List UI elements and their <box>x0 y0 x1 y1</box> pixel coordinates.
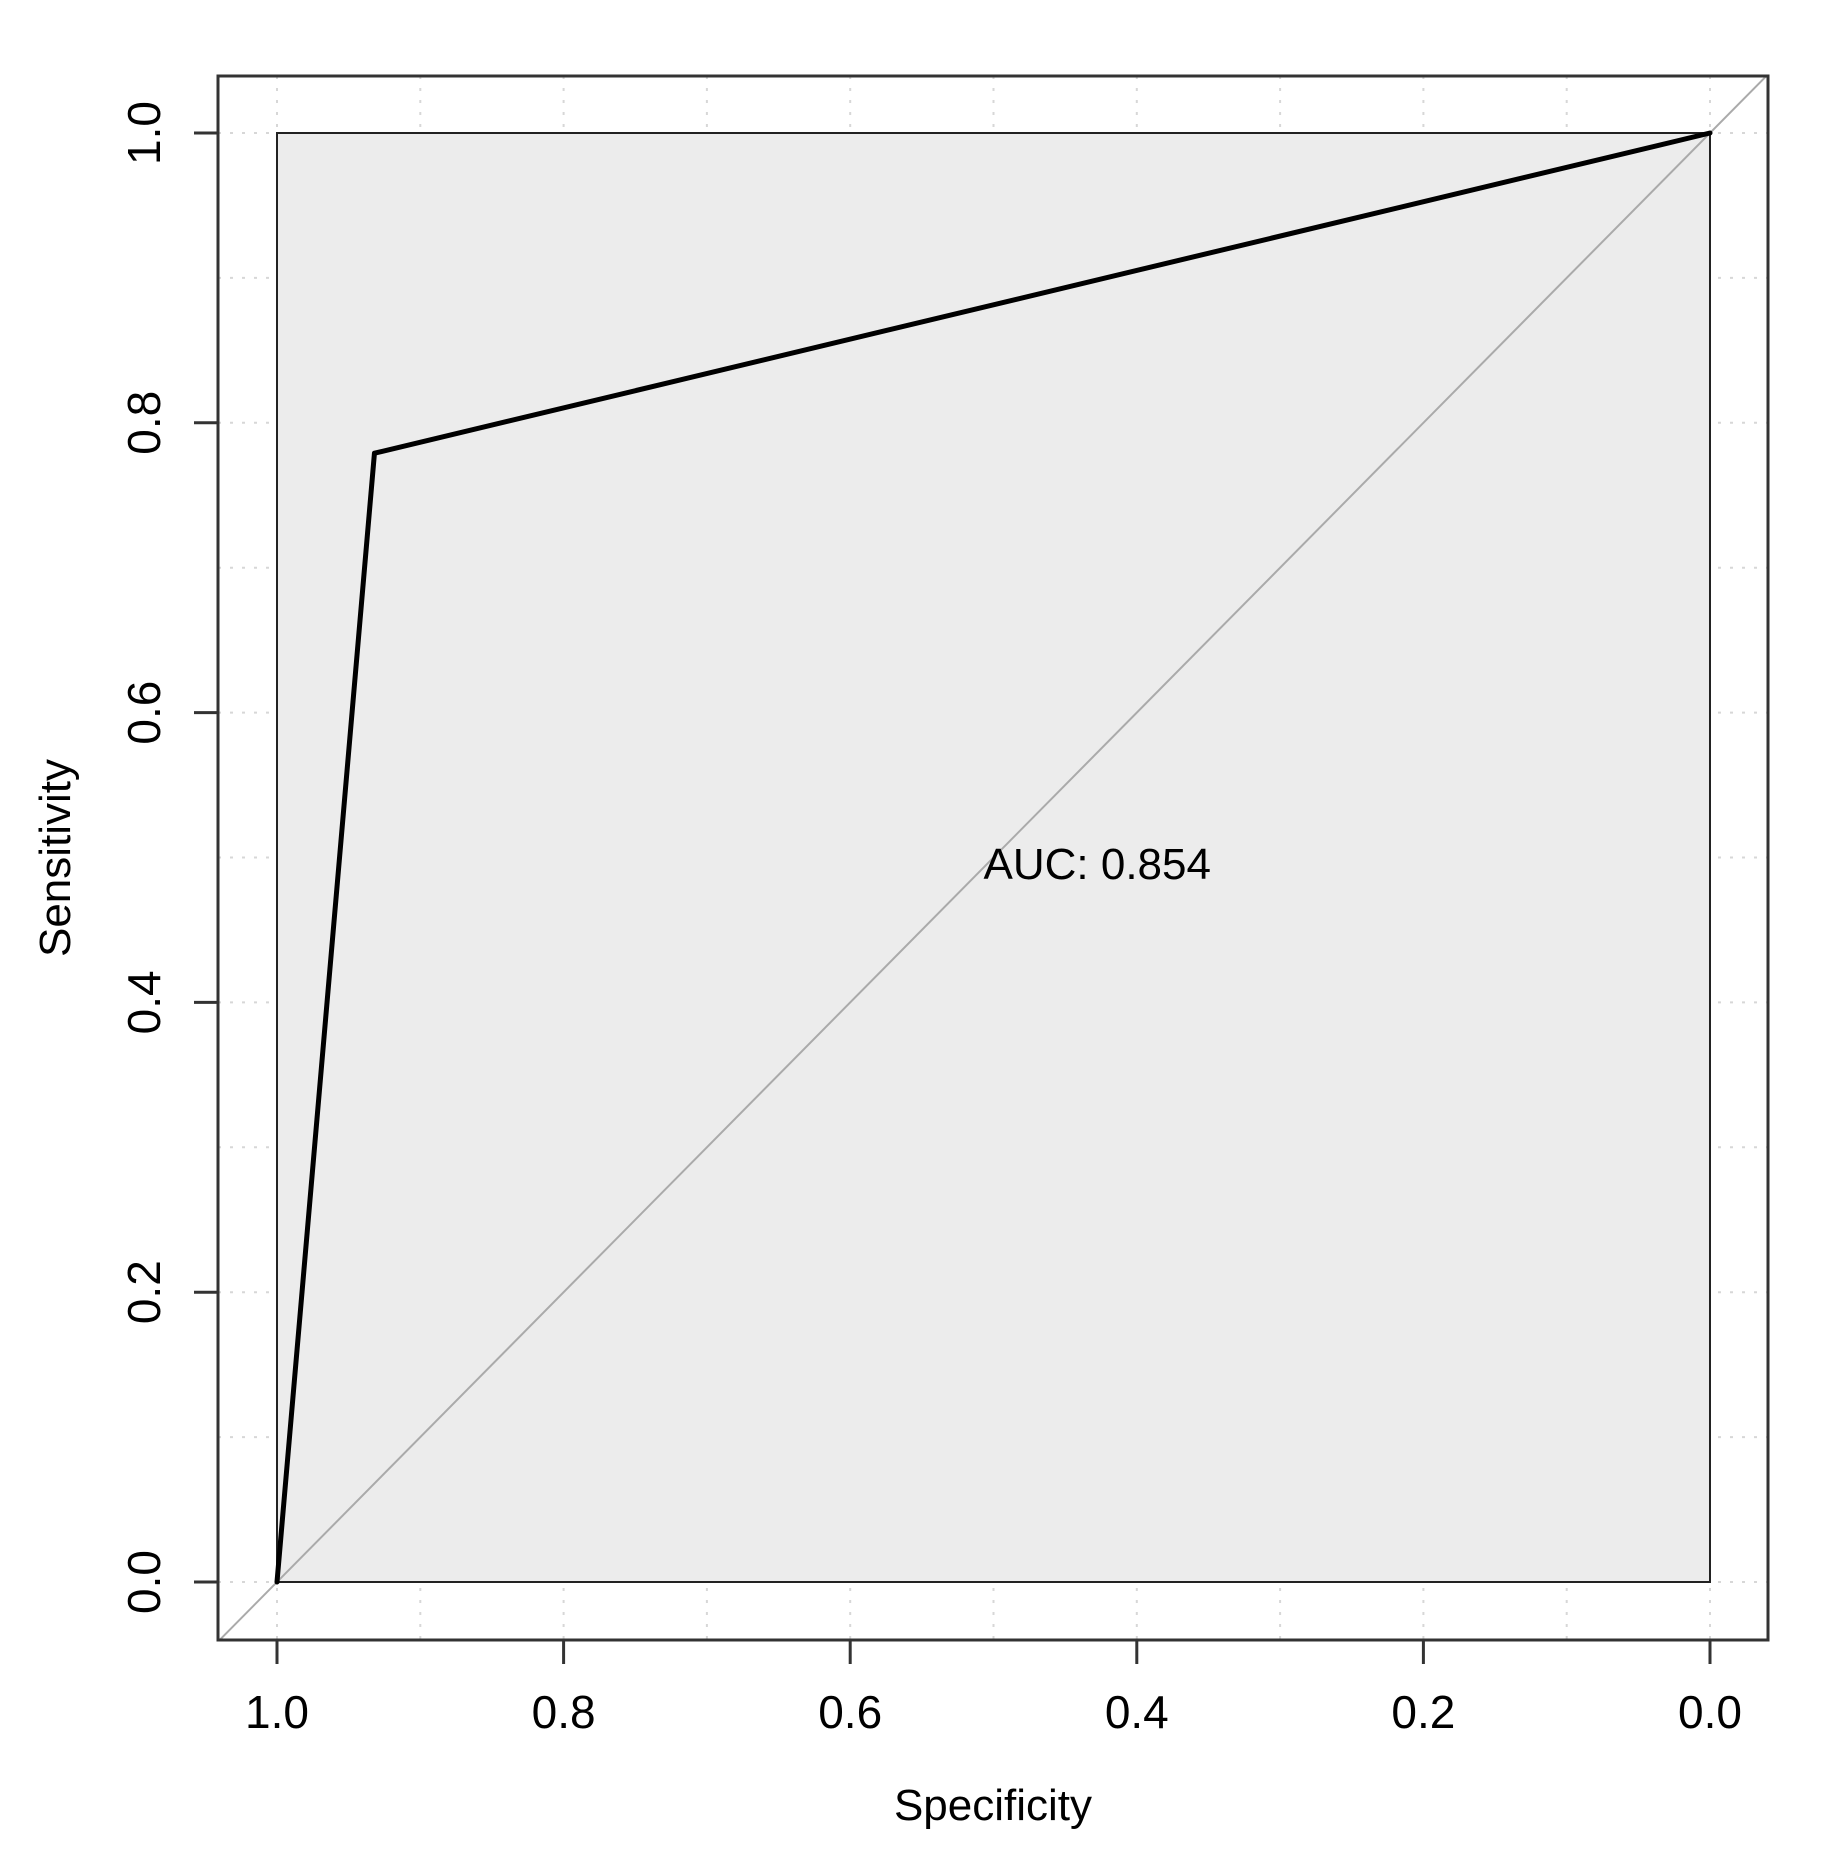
curve-layer <box>274 130 1713 1585</box>
x-tick-label: 0.4 <box>1105 1686 1169 1738</box>
y-tick-label: 0.0 <box>118 1550 170 1614</box>
auc-annotation: AUC: 0.854 <box>984 840 1211 889</box>
axis-layer: 1.0 0.8 0.6 0.4 0.2 0.0 0.0 0.2 0.4 0.6 0.8 1.0 <box>118 74 1770 1738</box>
x-tick-label: 0.2 <box>1391 1686 1455 1738</box>
roc-curve-line <box>274 130 1713 1585</box>
x-tick-label: 0.0 <box>1678 1686 1742 1738</box>
y-tick-label: 0.2 <box>118 1260 170 1324</box>
x-tick-label: 0.6 <box>818 1686 882 1738</box>
x-tick-label: 0.8 <box>532 1686 596 1738</box>
y-axis-title: Sensitivity <box>31 759 80 957</box>
reference-diagonal-line <box>218 74 1769 1641</box>
x-tick-label: 1.0 <box>245 1686 309 1738</box>
y-tick-label: 1.0 <box>118 101 170 165</box>
label-layer: AUC: 0.854 Specificity Sensitivity <box>31 759 1211 1830</box>
x-axis-title: Specificity <box>894 1781 1092 1830</box>
y-tick-label: 0.6 <box>118 681 170 745</box>
y-tick-label: 0.4 <box>118 970 170 1034</box>
reference-layer <box>218 74 1769 1641</box>
y-tick-label: 0.8 <box>118 391 170 455</box>
